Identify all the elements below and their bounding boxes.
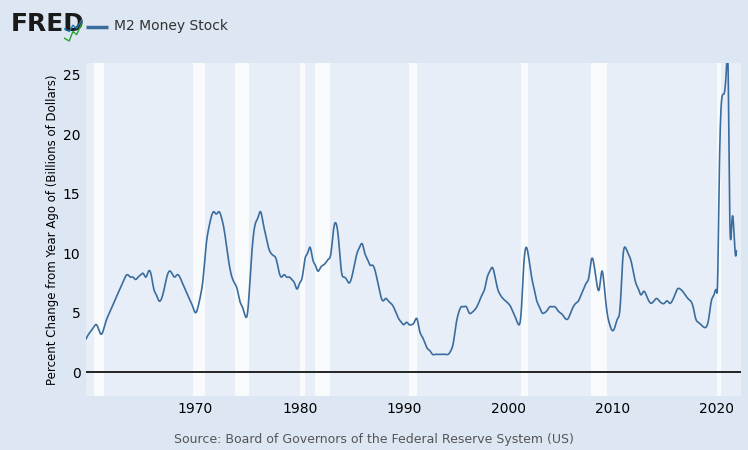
Bar	[409, 63, 417, 396]
Bar	[193, 63, 205, 396]
Text: M2 Money Stock: M2 Money Stock	[114, 19, 227, 33]
Bar	[94, 63, 104, 396]
Bar	[316, 63, 330, 396]
Bar	[521, 63, 528, 396]
Text: FRED: FRED	[11, 12, 85, 36]
Bar	[717, 63, 721, 396]
Text: Source: Board of Governors of the Federal Reserve System (US): Source: Board of Governors of the Federa…	[174, 432, 574, 446]
Y-axis label: Percent Change from Year Ago of (Billions of Dollars): Percent Change from Year Ago of (Billion…	[46, 74, 58, 385]
Bar	[235, 63, 249, 396]
Bar	[300, 63, 305, 396]
Bar	[591, 63, 607, 396]
